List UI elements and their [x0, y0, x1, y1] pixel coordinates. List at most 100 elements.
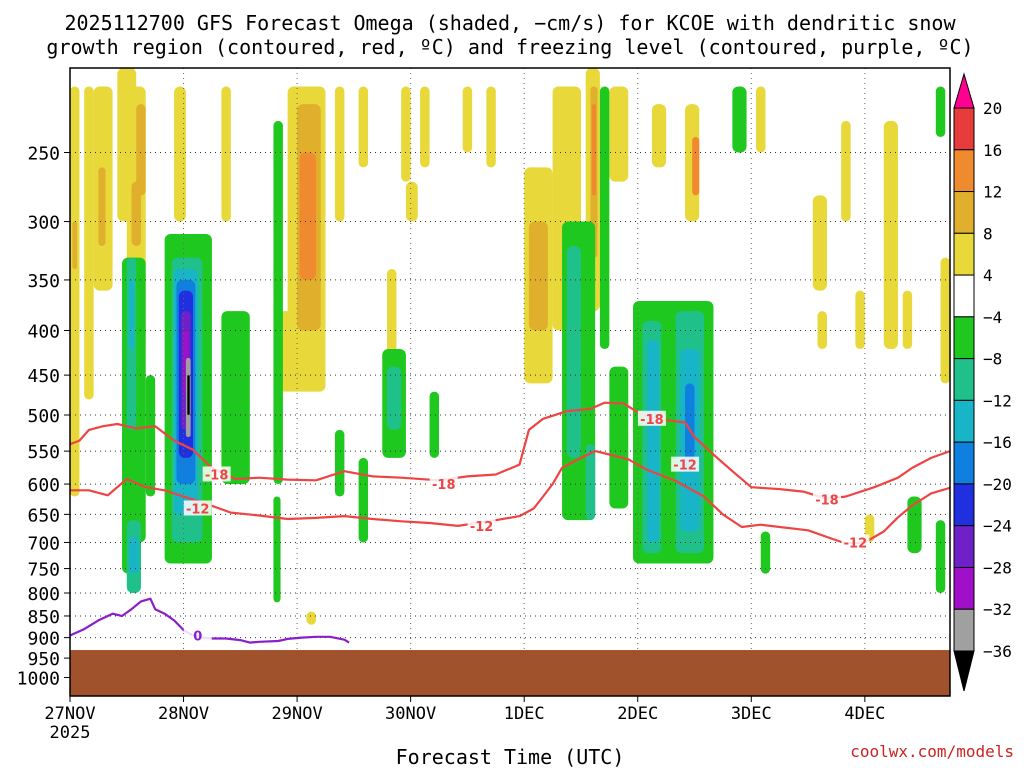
omega-cell-0 [70, 86, 80, 497]
colorbar-swatch-12 [953, 566, 975, 610]
omega-cell-64 [273, 496, 281, 603]
plot-area: -18 -18 -18 -18 -12 -12 -12 -12 0 [69, 67, 951, 697]
colorbar-bottom-arrow [953, 650, 975, 692]
omega-cell-41 [855, 290, 865, 349]
contour-label-bg-1-2 [671, 456, 700, 472]
omega-cell-72 [585, 444, 596, 521]
y-tick-label-1000: 1000 [17, 669, 60, 690]
colorbar-label-8: −16 [983, 433, 1012, 452]
omega-cell-9 [174, 86, 186, 222]
x-tick-label-72: 30NOV [385, 704, 436, 724]
colorbar-swatch-6 [953, 316, 975, 360]
contour-label-bg-1-0 [183, 500, 212, 516]
colorbar-label-0: 20 [983, 99, 1002, 118]
colorbar-swatch-13 [953, 608, 975, 652]
colorbar-label-7: −12 [983, 391, 1012, 410]
contour-label-1-3: -12 [844, 536, 868, 551]
colorbar-swatch-3 [953, 191, 975, 234]
contour-label-1-1: -12 [470, 520, 494, 535]
y-tick-label-900: 900 [27, 629, 60, 650]
y-tick-label-700: 700 [27, 533, 60, 554]
omega-cell-33 [609, 86, 629, 182]
colorbar-swatch-8 [953, 399, 975, 443]
colorbar-label-11: −28 [983, 558, 1012, 577]
contour-label-bg-0-2 [637, 410, 666, 426]
plot-frame [69, 67, 951, 697]
omega-cell-66 [358, 457, 369, 543]
terrain-below-ground [70, 650, 950, 696]
omega-cell-83 [907, 496, 922, 554]
omega-cell-25 [462, 86, 473, 153]
y-tick-label-850: 850 [27, 607, 60, 628]
y-tick-label-550: 550 [27, 442, 60, 463]
colorbar-swatch-11 [953, 525, 975, 568]
y-tick-label-950: 950 [27, 649, 60, 670]
y-tick-label-400: 400 [27, 322, 60, 343]
omega-cell-26 [486, 86, 496, 168]
omega-cell-11 [221, 86, 231, 222]
omega-cell-69 [429, 391, 440, 458]
contour-label-2-0: 0 [193, 630, 202, 645]
omega-cell-34 [651, 104, 667, 168]
colorbar-swatch-5 [953, 274, 975, 318]
colorbar-swatch-1 [953, 107, 975, 151]
contour-label-0-2: -18 [640, 413, 664, 428]
x-tick-label-48: 29NOV [272, 704, 323, 724]
colorbar-label-6: −8 [983, 350, 1002, 369]
contour-label-1-2: -12 [673, 459, 697, 474]
omega-cell-84 [935, 520, 946, 594]
omega-cell-65 [334, 429, 345, 497]
colorbar-label-2: 12 [983, 183, 1002, 202]
contour-label-1-0: -12 [186, 503, 210, 518]
omega-cell-28 [528, 221, 548, 331]
omega-cell-36 [692, 137, 700, 196]
omega-cell-51 [129, 279, 134, 349]
omega-cell-16 [299, 152, 317, 280]
y-tick-label-600: 600 [27, 475, 60, 496]
omega-cell-62 [221, 311, 250, 485]
colorbar-swatch-7 [953, 358, 975, 401]
omega-cell-18 [306, 611, 317, 625]
omega-cell-63 [273, 120, 283, 485]
colorbar-label-3: 8 [983, 224, 993, 243]
omega-cell-73 [599, 86, 610, 349]
omega-cell-37 [756, 86, 766, 153]
omega-cell-45 [940, 257, 950, 384]
contour-line-0 [69, 401, 951, 500]
y-axis: 2503003504004505005506006507007508008509… [17, 144, 70, 690]
colorbar-swatch-9 [953, 441, 975, 485]
omega-cell-71 [566, 245, 581, 458]
omega-cell-20 [358, 86, 369, 168]
omega-cell-82 [760, 531, 771, 574]
temperature-contours: -18 -18 -18 -18 -12 -12 -12 -12 0 [69, 401, 951, 645]
contour-label-bg-2-0 [183, 627, 212, 643]
omega-cell-2 [84, 86, 94, 400]
omega-cell-38 [812, 195, 827, 291]
omega-cell-81 [732, 86, 747, 153]
x-tick-sublabel-0: 2025 [50, 723, 91, 743]
omega-cell-24 [420, 86, 430, 168]
plot-background [70, 68, 950, 696]
omega-cell-61 [187, 375, 190, 416]
y-tick-label-650: 650 [27, 505, 60, 526]
credit-link[interactable]: coolwx.com/models [850, 742, 1014, 761]
y-tick-label-300: 300 [27, 213, 60, 234]
omega-cell-23 [405, 181, 418, 222]
colorbar-top-arrow [953, 72, 975, 109]
omega-cell-22 [401, 86, 411, 182]
omega-cell-74 [609, 366, 629, 509]
contour-label-bg-0-0 [202, 466, 231, 482]
omega-cell-40 [841, 120, 851, 222]
x-axis-label: Forecast Time (UTC) [396, 745, 625, 768]
x-tick-label-96: 1DEC [504, 704, 545, 724]
contour-label-bg-0-3 [812, 491, 841, 507]
y-tick-label-750: 750 [27, 560, 60, 581]
colorbar-swatch-4 [953, 232, 975, 276]
chart-title-line2: growth region (contoured, red, ºC) and f… [46, 35, 973, 59]
omega-cell-85 [935, 86, 946, 138]
x-tick-label-144: 3DEC [731, 704, 772, 724]
omega-cell-8 [131, 181, 141, 246]
contour-label-bg-0-1 [429, 476, 458, 492]
